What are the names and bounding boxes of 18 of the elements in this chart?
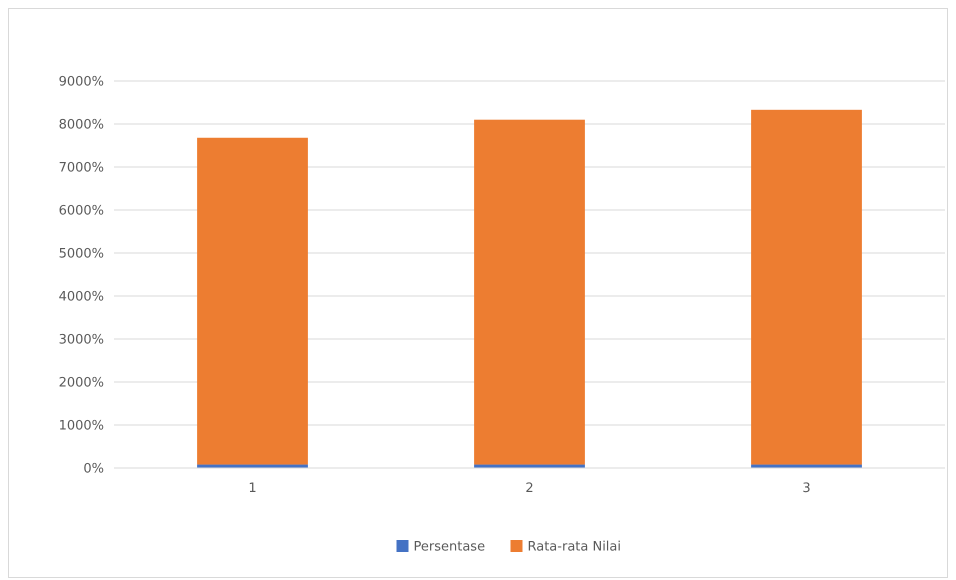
- y-tick-label: 3000%: [58, 332, 104, 348]
- y-tick-label: 2000%: [58, 376, 104, 391]
- y-tick-label: 5000%: [58, 246, 104, 262]
- bar: [751, 110, 862, 465]
- bar: [474, 120, 585, 465]
- y-tick-label: 9000%: [58, 74, 104, 90]
- y-tick-label: 4000%: [58, 290, 104, 305]
- x-tick-label: 2: [525, 481, 534, 496]
- y-tick-label: 8000%: [58, 118, 104, 133]
- y-tick-label: 6000%: [58, 204, 104, 219]
- legend-label: Persentase: [414, 540, 486, 555]
- x-tick-label: 1: [248, 481, 257, 496]
- y-tick-label: 0%: [83, 462, 104, 477]
- x-tick-label: 3: [802, 481, 811, 496]
- bar: [197, 138, 308, 465]
- y-tick-label: 1000%: [58, 418, 104, 434]
- y-tick-label: 7000%: [58, 160, 104, 176]
- legend-label: Rata-rata Nilai: [528, 540, 622, 555]
